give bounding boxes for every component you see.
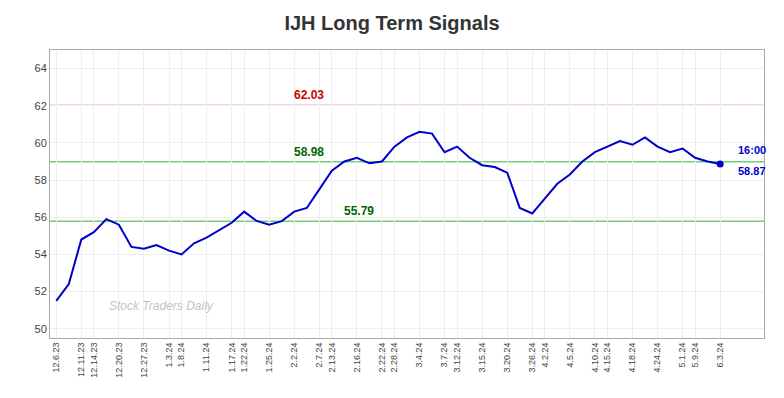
svg-text:54: 54: [35, 248, 47, 260]
svg-text:12.6.23: 12.6.23: [51, 343, 61, 373]
svg-text:4.2.24: 4.2.24: [540, 343, 550, 368]
svg-text:12.14.23: 12.14.23: [89, 343, 99, 378]
svg-text:12.20.23: 12.20.23: [114, 343, 124, 378]
svg-text:4.15.24: 4.15.24: [602, 343, 612, 373]
svg-text:2.16.24: 2.16.24: [352, 343, 362, 373]
svg-text:1.22.24: 1.22.24: [239, 343, 249, 373]
svg-text:2.2.24: 2.2.24: [289, 343, 299, 368]
svg-text:12.11.23: 12.11.23: [76, 343, 86, 377]
svg-text:1.25.24: 1.25.24: [264, 343, 274, 373]
svg-text:3.20.24: 3.20.24: [502, 343, 512, 373]
svg-text:3.26.24: 3.26.24: [527, 343, 537, 373]
svg-text:2.22.24: 2.22.24: [377, 343, 387, 373]
svg-text:1.3.24: 1.3.24: [164, 343, 174, 368]
svg-text:2.13.24: 2.13.24: [327, 343, 337, 373]
svg-text:1.11.24: 1.11.24: [202, 343, 212, 372]
svg-text:56: 56: [35, 211, 47, 223]
svg-text:3.7.24: 3.7.24: [440, 343, 450, 368]
svg-text:55.79: 55.79: [344, 204, 374, 218]
svg-text:50: 50: [35, 323, 47, 335]
svg-text:62: 62: [35, 100, 47, 112]
svg-text:12.27.23: 12.27.23: [139, 343, 149, 378]
svg-text:4.24.24: 4.24.24: [652, 343, 662, 373]
svg-text:58.98: 58.98: [294, 145, 324, 159]
svg-text:Stock Traders Daily: Stock Traders Daily: [109, 299, 214, 313]
svg-text:3.15.24: 3.15.24: [477, 343, 487, 373]
svg-text:1.17.24: 1.17.24: [227, 343, 237, 373]
svg-text:5.1.24: 5.1.24: [678, 343, 688, 368]
svg-text:4.5.24: 4.5.24: [565, 343, 575, 368]
svg-text:5.9.24: 5.9.24: [690, 343, 700, 368]
svg-text:4.10.24: 4.10.24: [590, 343, 600, 373]
svg-text:2.7.24: 2.7.24: [314, 343, 324, 368]
svg-text:4.18.24: 4.18.24: [627, 343, 637, 373]
svg-text:3.12.24: 3.12.24: [452, 343, 462, 373]
svg-text:16:00: 16:00: [738, 144, 766, 156]
svg-text:62.03: 62.03: [294, 88, 324, 102]
svg-text:60: 60: [35, 137, 47, 149]
svg-text:64: 64: [35, 62, 47, 74]
svg-text:58.87: 58.87: [738, 165, 766, 177]
svg-text:58: 58: [35, 174, 47, 186]
svg-text:IJH Long Term Signals: IJH Long Term Signals: [284, 12, 499, 34]
svg-text:3.4.24: 3.4.24: [414, 343, 424, 368]
svg-text:1.8.24: 1.8.24: [176, 343, 186, 368]
svg-text:6.3.24: 6.3.24: [715, 343, 725, 368]
svg-text:2.28.24: 2.28.24: [389, 343, 399, 373]
svg-text:52: 52: [35, 285, 47, 297]
